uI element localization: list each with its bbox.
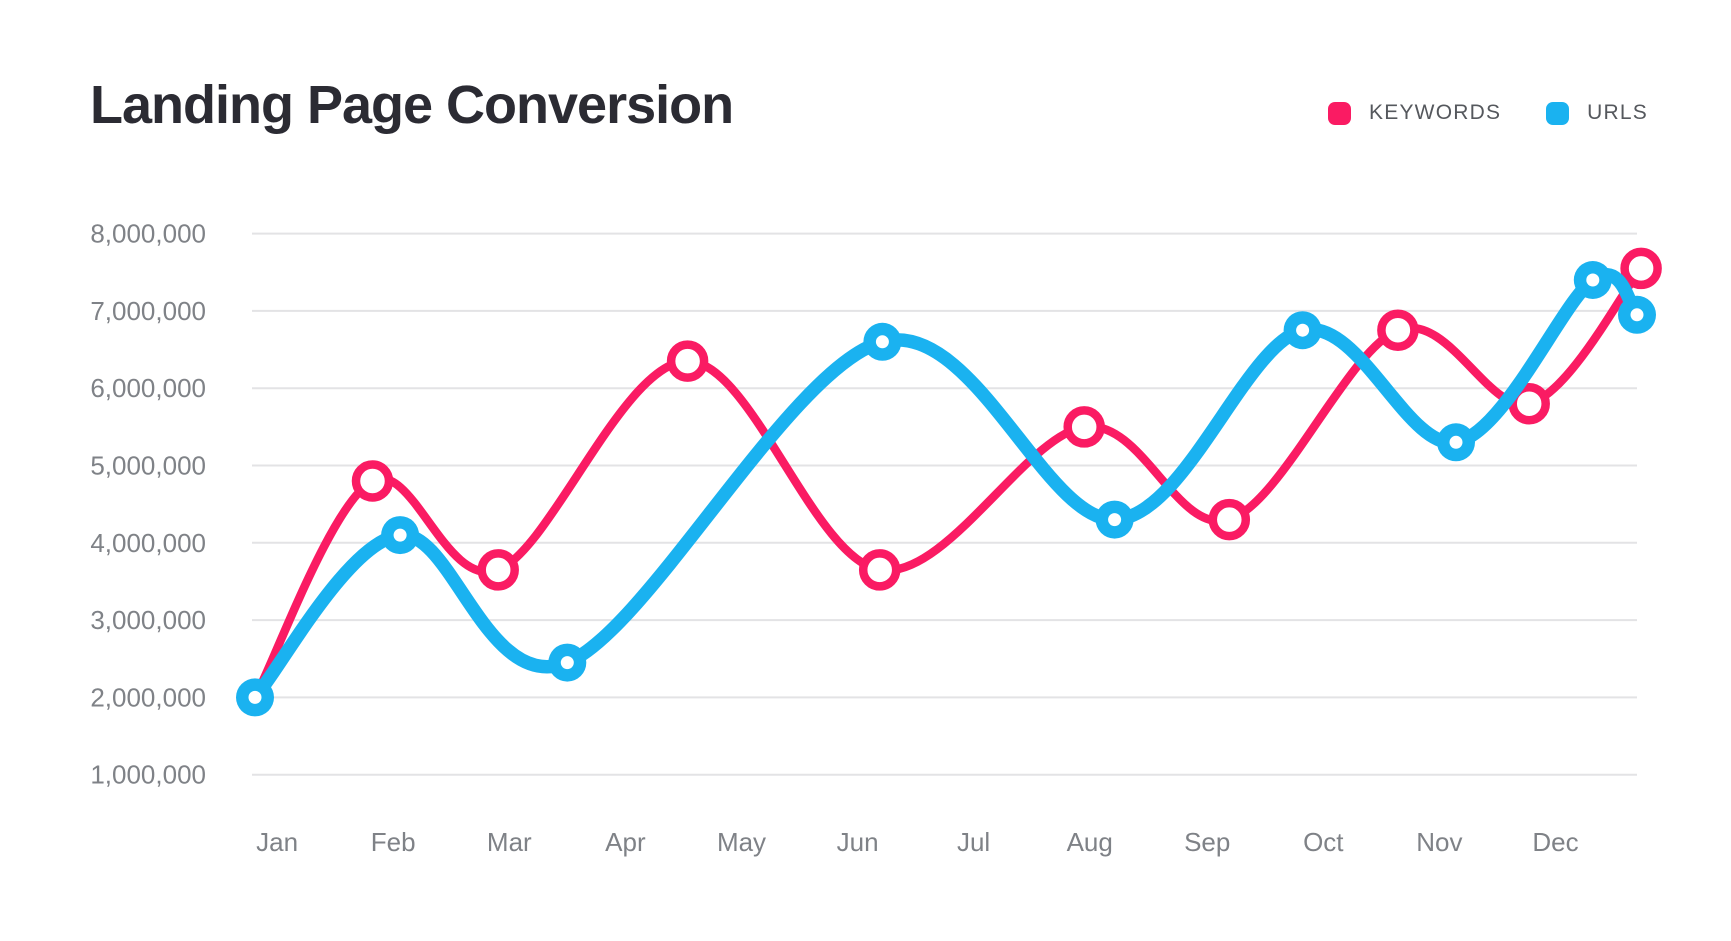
- y-gridlines: [252, 232, 1637, 776]
- x-axis-tick-label: May: [717, 827, 766, 857]
- y-axis-tick-label: 2,000,000: [90, 682, 206, 712]
- keywords-marker[interactable]: [858, 549, 901, 591]
- series-keywords: [250, 247, 1662, 702]
- keywords-marker[interactable]: [1063, 406, 1105, 448]
- keywords-marker[interactable]: [477, 549, 519, 591]
- urls-marker-center: [560, 656, 574, 670]
- x-axis-tick-label: Jan: [256, 827, 298, 857]
- legend-label-urls: URLS: [1587, 101, 1648, 124]
- y-axis-tick-label: 3,000,000: [90, 605, 206, 635]
- legend: KEYWORDS URLS: [1328, 101, 1648, 125]
- urls-marker-center: [1296, 323, 1310, 337]
- x-axis-labels: Jan Feb Mar Apr May Jun Jul Aug Sep Oct Nov Dec: [256, 827, 1578, 857]
- keywords-swatch-icon: [1328, 101, 1352, 125]
- urls-marker-center: [1108, 513, 1122, 527]
- y-axis-tick-label: 8,000,000: [90, 219, 206, 249]
- urls-swatch-icon: [1546, 101, 1570, 125]
- legend-item-keywords[interactable]: KEYWORDS: [1328, 101, 1501, 125]
- x-axis-tick-label: Nov: [1416, 827, 1462, 857]
- x-axis-tick-label: Apr: [605, 827, 646, 857]
- y-axis-tick-label: 7,000,000: [90, 296, 206, 326]
- keywords-marker[interactable]: [1377, 309, 1419, 351]
- urls-marker-center: [1630, 308, 1644, 322]
- x-axis-tick-label: Mar: [487, 827, 532, 857]
- x-axis-tick-label: Jul: [957, 827, 990, 857]
- x-axis-tick-label: Sep: [1184, 827, 1230, 857]
- keywords-marker[interactable]: [1208, 498, 1251, 541]
- y-axis-labels: 8,000,000 7,000,000 6,000,000 5,000,000 4,00…: [90, 219, 206, 790]
- keywords-marker[interactable]: [666, 340, 709, 382]
- keywords-marker[interactable]: [351, 460, 394, 502]
- urls-marker-center: [393, 528, 407, 542]
- x-axis-tick-label: Jun: [837, 827, 879, 857]
- x-axis-tick-label: Aug: [1067, 827, 1113, 857]
- keywords-marker[interactable]: [1620, 247, 1662, 290]
- urls-marker-center: [1586, 273, 1600, 287]
- x-axis-tick-label: Oct: [1303, 827, 1344, 857]
- y-axis-tick-label: 4,000,000: [90, 528, 206, 558]
- urls-marker-center: [1449, 435, 1463, 449]
- urls-line: [248, 268, 1644, 705]
- x-axis-tick-label: Feb: [371, 827, 416, 857]
- series-urls: [236, 261, 1656, 717]
- x-axis-tick-label: Dec: [1532, 827, 1578, 857]
- y-axis-tick-label: 5,000,000: [90, 451, 206, 481]
- y-axis-tick-label: 1,000,000: [90, 760, 206, 790]
- page-title: Landing Page Conversion: [90, 75, 734, 135]
- urls-marker-center: [248, 690, 262, 704]
- legend-label-keywords: KEYWORDS: [1369, 101, 1502, 124]
- y-axis-tick-label: 6,000,000: [90, 373, 206, 403]
- urls-marker-center: [875, 335, 889, 349]
- keywords-line: [250, 264, 1646, 702]
- legend-item-urls[interactable]: URLS: [1546, 101, 1648, 125]
